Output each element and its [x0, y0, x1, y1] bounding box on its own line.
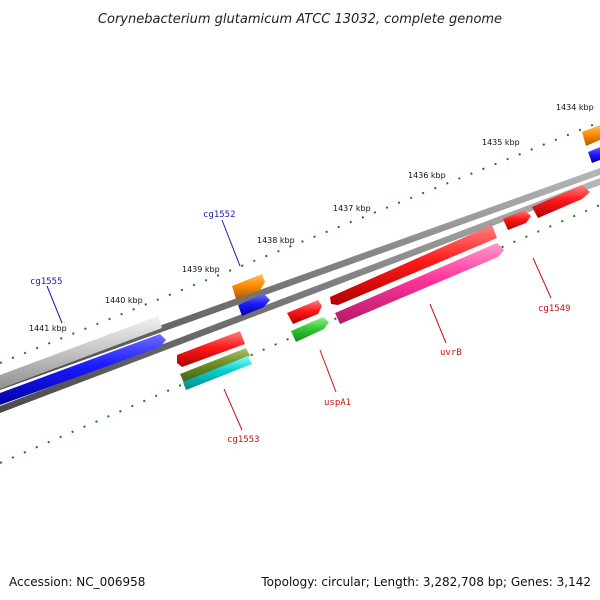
gene-label-cg1549[interactable]: cg1549 [538, 304, 571, 314]
ruler-label-1436: 1436 kbp [408, 171, 446, 180]
gene-green-uspA1 [291, 317, 329, 342]
gene-blue-top-right [588, 147, 600, 163]
ruler-label-1435: 1435 kbp [482, 138, 520, 147]
ruler-label-1440: 1440 kbp [105, 296, 143, 305]
gene-label-uspA1[interactable]: uspA1 [324, 398, 351, 408]
gene-label-uvrB[interactable]: uvrB [440, 348, 462, 358]
gene-label-cg1552[interactable]: cg1552 [203, 210, 236, 220]
gene-blue-cg1552 [238, 294, 270, 316]
gene-olive-cg1553 [180, 348, 250, 383]
ruler-label-1437: 1437 kbp [333, 204, 371, 213]
ruler-label-1438: 1438 kbp [257, 236, 295, 245]
gene-red-cg1553 [177, 331, 245, 367]
gene-blue-cg1555 [0, 334, 166, 405]
gene-red-cg1549 [532, 185, 590, 218]
gene-label-cg1553[interactable]: cg1553 [227, 435, 260, 445]
gene-orange-cg1552 [232, 274, 265, 299]
genome-backbone [0, 168, 600, 413]
topology-text: Topology: circular; Length: 3,282,708 bp… [260, 575, 591, 589]
gene-label-cg1555[interactable]: cg1555 [30, 277, 63, 287]
label-leader-lines [46, 219, 552, 431]
gene-orange-top-right [582, 125, 600, 146]
gene-red-uspA1 [287, 300, 322, 324]
gene-cyan-cg1553 [183, 356, 252, 390]
gene-red-uvrB-upper [330, 225, 497, 305]
ruler-label-1434: 1434 kbp [556, 103, 594, 112]
ruler-label-1439: 1439 kbp [182, 265, 220, 274]
ruler-label-1441: 1441 kbp [29, 324, 67, 333]
outer-ruler-ticks [0, 121, 600, 364]
accession-text: Accession: NC_006958 [9, 575, 145, 589]
gene-magenta-uvrB [335, 243, 504, 324]
gene-grey-cg1555 [0, 316, 162, 389]
map-title: Corynebacterium glutamicum ATCC 13032, c… [98, 12, 502, 27]
gene-red-cg1549-a [503, 210, 531, 230]
